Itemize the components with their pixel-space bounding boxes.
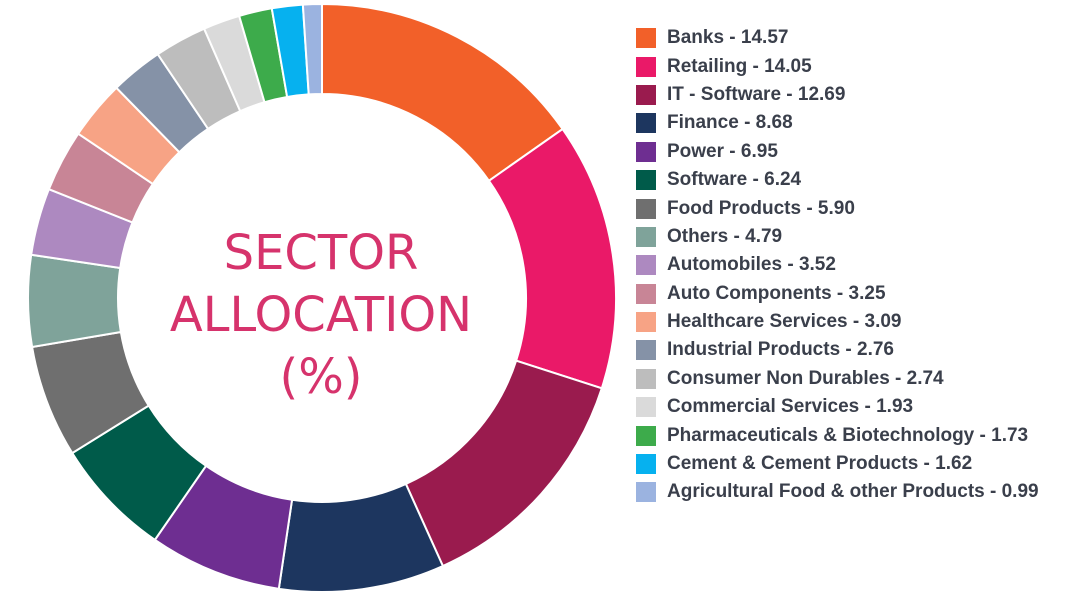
legend-swatch [636,170,656,191]
legend-swatch [636,226,656,247]
legend-item: Industrial Products - 2.76 [636,336,1039,364]
legend-label: Agricultural Food & other Products - 0.9… [667,481,1039,503]
legend-label: Cement & Cement Products - 1.62 [667,453,973,475]
legend-label: Commercial Services - 1.93 [667,396,914,418]
legend-item: Others - 4.79 [636,223,1039,251]
donut-chart [27,2,617,593]
legend-swatch [636,198,656,219]
legend-item: Finance - 8.68 [636,109,1039,137]
legend-label: Industrial Products - 2.76 [667,339,894,361]
legend-label: Pharmaceuticals & Biotechnology - 1.73 [667,424,1029,446]
legend-swatch [636,312,656,333]
legend-item: Cement & Cement Products - 1.62 [636,450,1039,478]
legend-label: Auto Components - 3.25 [667,282,886,304]
legend-item: Banks - 14.57 [636,24,1039,52]
legend-item: Agricultural Food & other Products - 0.9… [636,478,1039,506]
legend-swatch [636,141,656,162]
legend-label: Food Products - 5.90 [667,197,855,219]
chart-title: SECTOR ALLOCATION (%) [136,222,506,408]
legend-swatch [636,28,656,49]
legend-item: Healthcare Services - 3.09 [636,308,1039,336]
legend-label: Banks - 14.57 [667,27,789,49]
chart-title-line-1: SECTOR [223,225,419,281]
legend-item: Auto Components - 3.25 [636,280,1039,308]
pie-slice [27,253,123,349]
legend-swatch [636,482,656,503]
legend-label: Others - 4.79 [667,225,783,247]
legend-item: IT - Software - 12.69 [636,81,1039,109]
legend-label: IT - Software - 12.69 [667,83,846,105]
legend: Banks - 14.57 Retailing - 14.05 IT - Softw… [636,24,1039,507]
legend-swatch [636,255,656,276]
legend-label: Automobiles - 3.52 [667,254,836,276]
legend-swatch [636,425,656,446]
legend-item: Commercial Services - 1.93 [636,393,1039,421]
legend-item: Pharmaceuticals & Biotechnology - 1.73 [636,421,1039,449]
legend-item: Food Products - 5.90 [636,194,1039,222]
legend-swatch [636,340,656,361]
legend-item: Automobiles - 3.52 [636,251,1039,279]
legend-label: Healthcare Services - 3.09 [667,311,902,333]
legend-label: Software - 6.24 [667,169,802,191]
legend-swatch [636,84,656,105]
legend-label: Finance - 8.68 [667,112,793,134]
legend-swatch [636,454,656,475]
chart-title-line-3: (%) [279,349,363,405]
legend-item: Retailing - 14.05 [636,52,1039,80]
legend-swatch [636,397,656,418]
pie-slice [301,2,323,96]
legend-swatch [636,368,656,389]
legend-label: Consumer Non Durables - 2.74 [667,367,944,389]
legend-item: Power - 6.95 [636,138,1039,166]
legend-label: Retailing - 14.05 [667,55,812,77]
legend-item: Software - 6.24 [636,166,1039,194]
legend-swatch [636,56,656,77]
chart-title-line-2: ALLOCATION [169,287,473,343]
legend-item: Consumer Non Durables - 2.74 [636,365,1039,393]
legend-swatch [636,113,656,134]
legend-label: Power - 6.95 [667,140,778,162]
legend-swatch [636,283,656,304]
pie-slice [487,127,617,390]
